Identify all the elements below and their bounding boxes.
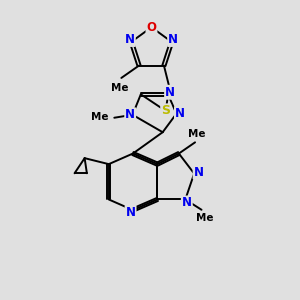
Text: N: N: [175, 107, 185, 120]
Text: N: N: [194, 166, 204, 178]
Text: Me: Me: [188, 129, 205, 139]
Text: N: N: [125, 108, 135, 121]
Text: O: O: [146, 21, 157, 34]
Text: S: S: [161, 104, 170, 117]
Text: N: N: [165, 86, 175, 99]
Text: Me: Me: [111, 83, 129, 93]
Text: N: N: [182, 196, 192, 209]
Text: Me: Me: [92, 112, 109, 122]
Text: N: N: [168, 33, 178, 46]
Text: N: N: [126, 206, 136, 219]
Text: Me: Me: [196, 213, 213, 223]
Text: N: N: [125, 33, 135, 46]
